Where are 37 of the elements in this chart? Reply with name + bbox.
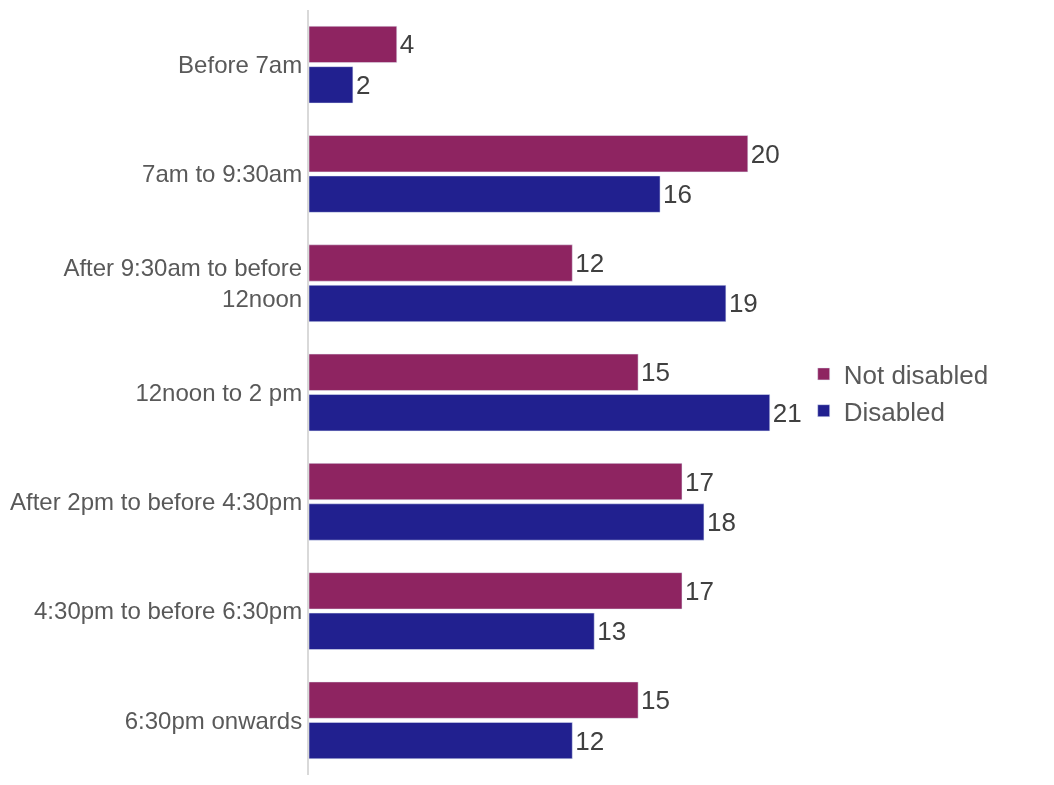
bar [309, 284, 727, 322]
data-label: 16 [663, 179, 692, 210]
bar [309, 463, 683, 501]
y-tick-label: 6:30pm onwards [124, 706, 303, 734]
data-label: 13 [597, 616, 627, 647]
bar [309, 175, 661, 213]
bar [309, 244, 573, 282]
data-label: 4 [399, 29, 415, 60]
data-label: 12 [575, 725, 605, 756]
bar [309, 612, 595, 650]
bar [309, 66, 354, 104]
data-label: 17 [684, 466, 714, 497]
data-label: 15 [641, 357, 671, 388]
legend-label: Not disabled [843, 360, 989, 391]
bar [309, 572, 683, 610]
y-tick-label: After 2pm to before 4:30pm [10, 488, 303, 516]
data-label: 17 [684, 575, 714, 606]
y-tick-label: After 9:30am to before 12noon [63, 254, 303, 313]
bar [309, 681, 639, 719]
data-label: 18 [706, 507, 736, 538]
bar [309, 353, 639, 391]
bar [309, 135, 749, 173]
bar [309, 722, 573, 760]
y-tick-label: 12noon to 2 pm [135, 378, 303, 406]
data-label: 20 [750, 138, 780, 169]
bar [309, 25, 398, 63]
data-label: 2 [355, 69, 371, 100]
bar [309, 503, 705, 541]
y-tick-label: Before 7am [178, 51, 303, 79]
data-label: 21 [772, 397, 802, 428]
y-tick-label: 7am to 9:30am [142, 160, 303, 188]
bar [309, 394, 770, 432]
y-tick-label: 4:30pm to before 6:30pm [34, 597, 303, 625]
legend-label: Disabled [843, 396, 945, 427]
data-label: 12 [575, 247, 605, 278]
data-label: 15 [641, 685, 671, 716]
data-label: 19 [728, 288, 758, 319]
